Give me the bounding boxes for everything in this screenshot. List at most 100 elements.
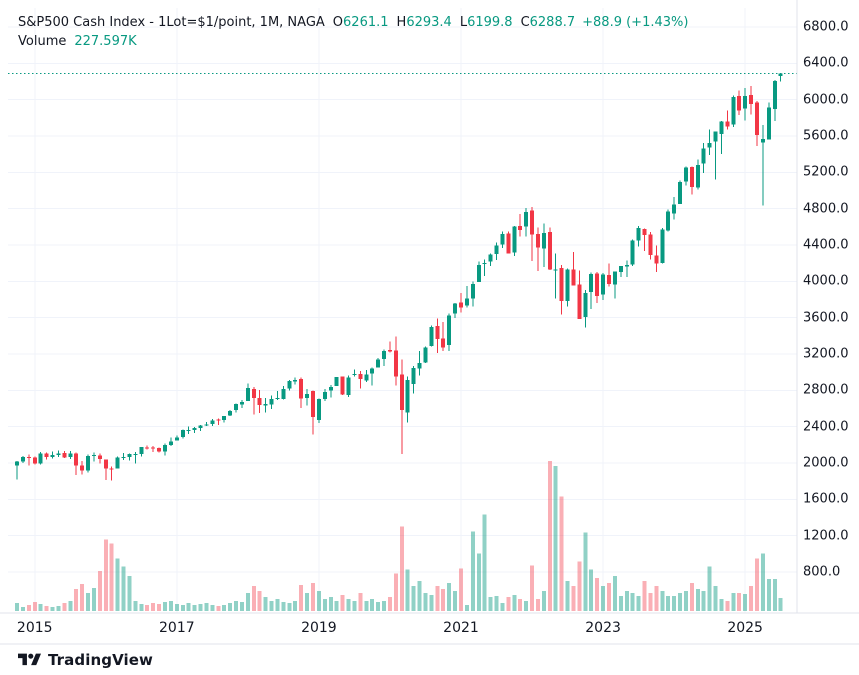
candle-body: [364, 374, 369, 381]
volume-bar: [97, 571, 102, 611]
volume-bar: [441, 589, 446, 611]
volume-bar: [506, 597, 511, 611]
candle-body: [358, 373, 363, 379]
candle-body: [494, 245, 499, 254]
candle-body: [387, 350, 392, 352]
volume-bar: [749, 586, 754, 611]
volume-bar: [281, 602, 286, 611]
candle-body: [133, 454, 138, 456]
volume-bar: [192, 605, 197, 611]
tradingview-watermark[interactable]: TradingView: [48, 651, 154, 669]
volume-bar: [630, 593, 635, 611]
volume-bar: [577, 561, 582, 611]
volume-bar: [601, 586, 606, 611]
candle-body: [500, 233, 505, 245]
volume-bar: [139, 604, 144, 611]
volume-bar: [731, 593, 736, 611]
candle-body: [127, 454, 132, 457]
time-axis-label: 2025: [727, 620, 763, 636]
volume-bar: [642, 581, 647, 611]
candle-body: [251, 388, 256, 399]
candle-body: [192, 428, 197, 431]
candle-body: [589, 274, 594, 292]
candle-body: [512, 226, 517, 253]
candle-body: [239, 401, 244, 405]
volume-bar: [20, 607, 25, 611]
time-axis-label: 2019: [301, 620, 337, 636]
volume-bar: [435, 586, 440, 611]
volume-bar: [62, 603, 67, 611]
volume-bar: [766, 579, 771, 611]
volume-bar: [530, 565, 535, 611]
candle-body: [488, 254, 493, 262]
volume-bar: [109, 543, 114, 611]
volume-bar: [725, 601, 730, 611]
volume-bar: [672, 596, 677, 611]
time-axis-label: 2017: [159, 620, 195, 636]
volume-bar: [772, 579, 777, 611]
candle-body: [382, 351, 387, 360]
volume-bar: [311, 583, 315, 611]
candle-body: [346, 377, 351, 395]
candle-body: [287, 381, 292, 389]
time-axis-label: 2021: [443, 620, 479, 636]
candle-body: [97, 455, 102, 460]
candle-body: [630, 240, 635, 265]
time-axis[interactable]: 2015 2017 2019 2021 2023 2025: [0, 614, 859, 643]
candle-body: [334, 377, 339, 386]
volume-bar: [251, 586, 256, 611]
candle-body: [322, 391, 327, 400]
volume-bar: [328, 597, 333, 611]
volume-bar: [618, 596, 623, 611]
volume-bar: [299, 585, 304, 611]
volume-bar: [678, 593, 683, 611]
volume-bar: [565, 581, 570, 611]
candle-body: [228, 410, 233, 416]
tradingview-logo-icon[interactable]: [18, 651, 41, 669]
volume-bar: [263, 597, 268, 611]
volume-bar: [44, 606, 49, 611]
candle-body: [263, 404, 268, 406]
volume-bar: [453, 591, 458, 611]
volume-bar: [559, 496, 564, 611]
candle-body: [577, 284, 582, 319]
volume-bar: [364, 601, 369, 611]
candle-body: [216, 419, 221, 421]
candle-body: [186, 430, 191, 432]
candle-body: [109, 468, 114, 470]
candle-body: [518, 225, 523, 230]
candle-body: [482, 262, 487, 264]
candle-body: [393, 350, 398, 377]
candle-body: [447, 315, 452, 346]
volume-bar: [737, 593, 742, 611]
candle-body: [435, 326, 440, 340]
candle-body: [103, 459, 108, 469]
time-axis-label: 2023: [585, 620, 621, 636]
price-axis-label: 3600.0: [803, 310, 849, 326]
volume-bar: [358, 593, 363, 611]
volume-bar: [228, 603, 233, 611]
candle-body: [234, 404, 239, 411]
candle-body: [115, 457, 120, 469]
candle-body: [50, 455, 55, 457]
candle-body: [44, 453, 49, 457]
price-axis[interactable]: 6800.0 6400.0 6000.0 5600.0 5200.0 4800.0 4400…: [803, 0, 859, 613]
volume-bar: [127, 576, 132, 611]
candle-body: [743, 95, 748, 109]
volume-bar: [459, 568, 463, 611]
candle-body: [151, 447, 156, 449]
volume-bar: [157, 604, 162, 611]
volume-bar: [488, 597, 493, 611]
candle-body: [535, 234, 540, 248]
candle-body: [62, 453, 67, 458]
candle-body: [713, 131, 718, 142]
candle-body: [328, 387, 333, 391]
candle-body: [145, 447, 150, 449]
volume-bar: [26, 605, 31, 611]
candle-body: [86, 455, 91, 471]
volume-bar: [56, 606, 61, 611]
candle-body: [340, 376, 345, 395]
candle-body: [553, 269, 558, 271]
